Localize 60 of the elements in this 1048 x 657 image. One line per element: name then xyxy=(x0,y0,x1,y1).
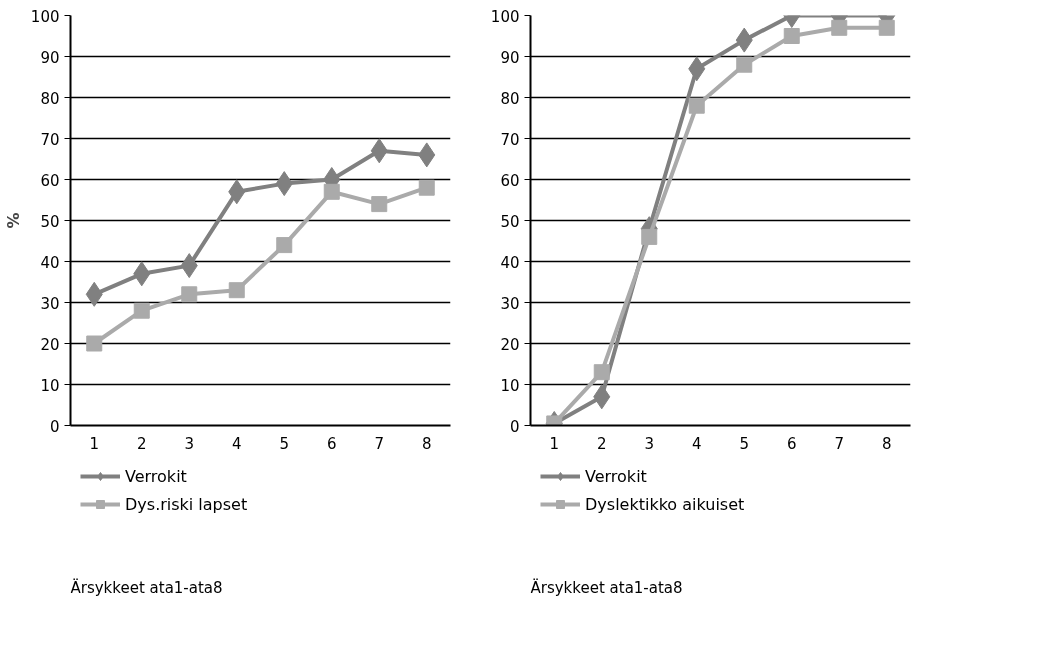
legend-label: Dyslektikko aikuiset xyxy=(585,494,745,514)
x-tick-label: 3 xyxy=(184,434,195,453)
y-tick-label: 80 xyxy=(500,89,520,108)
y-tick-label: 100 xyxy=(490,7,520,26)
point xyxy=(276,237,293,254)
y-tick-label: 40 xyxy=(500,253,520,272)
y-tick-label: 10 xyxy=(40,376,60,395)
legend-label: Verrokit xyxy=(585,466,647,486)
y-tick-label: 10 xyxy=(500,376,520,395)
point xyxy=(593,364,610,381)
y-tick-label: 0 xyxy=(509,417,520,436)
x-tick-label: 4 xyxy=(231,434,242,453)
point xyxy=(831,19,848,36)
x-tick-label: 7 xyxy=(374,434,385,453)
point xyxy=(783,28,800,44)
x-tick-label: 3 xyxy=(644,434,655,453)
y-tick-label: 70 xyxy=(500,130,520,149)
x-tick-label: 1 xyxy=(549,434,560,453)
y-tick-label: 50 xyxy=(500,212,520,231)
x-tick-label: 6 xyxy=(326,434,337,453)
x-tick-label: 4 xyxy=(691,434,702,453)
point xyxy=(323,183,340,200)
y-tick-label: 80 xyxy=(40,89,60,108)
x-tick-label: 2 xyxy=(136,434,147,453)
x-tick-label: 7 xyxy=(834,434,845,453)
y-tick-label: 30 xyxy=(40,294,60,313)
legend-label: Verrokit xyxy=(125,466,187,486)
x-tick-label: 5 xyxy=(739,434,750,453)
y-tick-label: 40 xyxy=(40,253,60,272)
point xyxy=(133,302,150,319)
point xyxy=(641,228,658,245)
y-tick-label: 90 xyxy=(40,48,60,67)
x-tick-label: 2 xyxy=(596,434,607,453)
point xyxy=(878,19,895,36)
legend-label: Dys.riski lapset xyxy=(125,494,248,514)
x-tick-label: 5 xyxy=(279,434,290,453)
point xyxy=(371,196,388,213)
y-tick-label: 60 xyxy=(40,171,60,190)
point xyxy=(181,286,198,303)
x-tick-label: 6 xyxy=(786,434,797,453)
point xyxy=(228,282,245,299)
y-tick-label: 20 xyxy=(500,335,520,354)
point xyxy=(688,97,705,114)
text: Ärsykkeet ata1-ata8 xyxy=(70,577,223,597)
point xyxy=(86,335,103,352)
text: Ärsykkeet ata1-ata8 xyxy=(530,577,683,597)
y-tick-label: 100 xyxy=(30,7,60,26)
y-tick-label: 90 xyxy=(500,48,520,67)
x-tick-label: 8 xyxy=(421,434,432,453)
y-tick-label: 30 xyxy=(500,294,520,313)
y-tick-label: 20 xyxy=(40,335,60,354)
point xyxy=(418,179,435,196)
y-axis-title: % xyxy=(3,212,23,229)
y-tick-label: 0 xyxy=(49,417,60,436)
x-tick-label: 1 xyxy=(89,434,100,453)
y-tick-label: 50 xyxy=(40,212,60,231)
y-tick-label: 70 xyxy=(40,130,60,149)
y-tick-label: 60 xyxy=(500,171,520,190)
x-tick-label: 8 xyxy=(881,434,892,453)
point xyxy=(736,56,753,73)
